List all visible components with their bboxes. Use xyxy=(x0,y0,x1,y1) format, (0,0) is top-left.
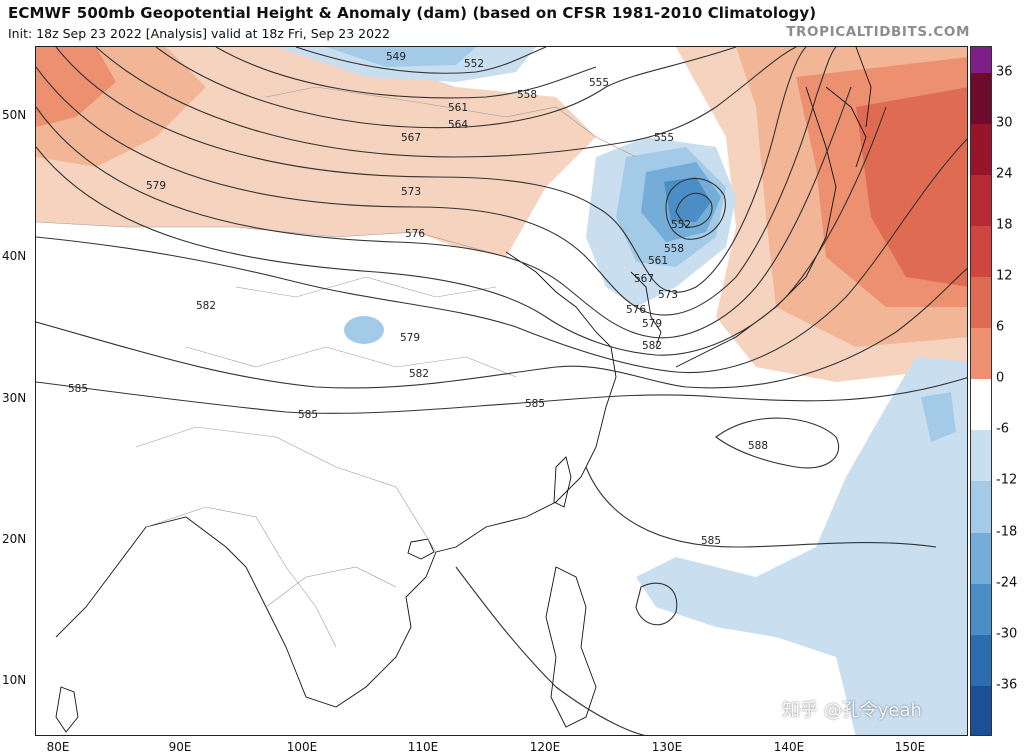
lon-label-100e: 100E xyxy=(286,740,318,754)
contour-label-555: 555 xyxy=(589,77,609,89)
colorbar-tick-label: 12 xyxy=(996,268,1013,284)
contour-label-567: 567 xyxy=(401,132,421,144)
watermark-text: 知乎 @孔令yeah xyxy=(782,700,922,721)
lon-label-120e: 120E xyxy=(529,740,561,754)
contour-label-579-west: 579 xyxy=(146,180,166,192)
height-contours xyxy=(36,47,967,735)
colorbar-segment xyxy=(971,532,991,585)
colorbar-segment xyxy=(971,379,991,431)
lon-label-80e: 80E xyxy=(46,740,70,754)
contour-label-585-west: 585 xyxy=(68,383,88,395)
colorbar-tick-label: -30 xyxy=(996,626,1018,642)
contour-label-585-central: 585 xyxy=(298,409,318,421)
colorbar-segment xyxy=(971,328,991,380)
colorbar-tick-label: -12 xyxy=(996,472,1018,488)
contour-label-567-low: 567 xyxy=(634,273,654,285)
anomaly-negative-north-core xyxy=(326,47,476,67)
anomaly-positive-northwest-core xyxy=(36,47,116,127)
anomaly-negative-west-pacific xyxy=(636,357,967,735)
colorbar-tick-label: 0 xyxy=(996,370,1005,386)
contour-label-549: 549 xyxy=(386,51,406,63)
lat-label-30n: 30N xyxy=(2,391,27,405)
lat-label-20n: 20N xyxy=(2,532,27,546)
colorbar-segment xyxy=(971,123,991,176)
init-valid-line: Init: 18z Sep 23 2022 [Analysis] valid a… xyxy=(8,26,390,41)
contour-label-576-low: 576 xyxy=(626,304,646,316)
contour-label-573-low: 573 xyxy=(658,289,678,301)
anomaly-colorbar xyxy=(970,46,992,736)
contour-label-561: 561 xyxy=(448,102,468,114)
colorbar-tick-label: 36 xyxy=(996,64,1013,80)
lon-label-140e: 140E xyxy=(773,740,805,754)
contour-label-579: 579 xyxy=(400,332,420,344)
colorbar-segment xyxy=(971,72,991,125)
colorbar-tick-label: -6 xyxy=(996,421,1009,437)
colorbar-tick-label: -18 xyxy=(996,524,1018,540)
colorbar-segment xyxy=(971,47,991,74)
anomaly-negative-low-4 xyxy=(664,177,711,222)
colorbar-tick-label: -36 xyxy=(996,677,1018,693)
lon-label-90e: 90E xyxy=(168,740,192,754)
map-panel: 549 552 555 558 561 564 567 573 576 579 … xyxy=(35,46,968,736)
coastlines xyxy=(55,47,872,733)
contour-label-573: 573 xyxy=(401,186,421,198)
lon-label-110e: 110E xyxy=(407,740,439,754)
colorbar-segment xyxy=(971,430,991,482)
contour-label-555-low: 555 xyxy=(654,132,674,144)
lat-label-50n: 50N xyxy=(2,108,27,122)
anomaly-negative-west-pacific-core xyxy=(921,392,956,442)
contour-label-588: 588 xyxy=(748,440,768,452)
anomaly-negative-central-china xyxy=(344,316,384,344)
map-svg: 549 552 555 558 561 564 567 573 576 579 … xyxy=(36,47,967,735)
colorbar-segment xyxy=(971,481,991,534)
colorbar-segment xyxy=(971,583,991,636)
lon-label-150e: 150E xyxy=(894,740,926,754)
contour-label-585-south: 585 xyxy=(701,535,721,547)
colorbar-segment xyxy=(971,634,991,687)
contour-label-582-west: 582 xyxy=(196,300,216,312)
colorbar-segment xyxy=(971,174,991,227)
colorbar-segment xyxy=(971,225,991,278)
lat-label-10n: 10N xyxy=(2,673,27,687)
colorbar-tick-label: -24 xyxy=(996,575,1018,591)
contour-label-576: 576 xyxy=(405,228,425,240)
contour-label-552-low: 552 xyxy=(671,219,691,231)
lat-label-40n: 40N xyxy=(2,249,27,263)
contour-label-582: 582 xyxy=(409,368,429,380)
contour-label-582-low: 582 xyxy=(642,340,662,352)
colorbar-segment xyxy=(971,685,991,735)
anomaly-positive-northeast-max xyxy=(856,87,967,287)
colorbar-tick-label: 30 xyxy=(996,115,1013,131)
contour-label-561-low: 561 xyxy=(648,255,668,267)
colorbar-tick-label: 18 xyxy=(996,217,1013,233)
contour-label-552: 552 xyxy=(464,58,484,70)
colorbar-tick-label: 6 xyxy=(996,319,1005,335)
colorbar-tick-label: 24 xyxy=(996,166,1013,182)
contour-label-585-east: 585 xyxy=(525,398,545,410)
contour-label-564: 564 xyxy=(448,119,468,131)
colorbar-segment xyxy=(971,277,991,329)
borders xyxy=(36,86,637,648)
contour-label-579-low: 579 xyxy=(642,318,662,330)
contour-label-558: 558 xyxy=(517,89,537,101)
chart-title: ECMWF 500mb Geopotential Height & Anomal… xyxy=(8,4,817,22)
contour-label-558-low: 558 xyxy=(664,243,684,255)
lon-label-130e: 130E xyxy=(651,740,683,754)
site-brand: TROPICALTIDBITS.COM xyxy=(786,24,970,40)
